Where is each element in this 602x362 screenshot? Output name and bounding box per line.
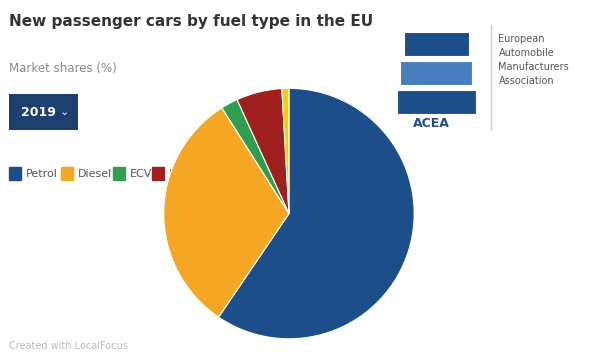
FancyBboxPatch shape	[397, 90, 476, 114]
Text: 2019: 2019	[20, 106, 55, 119]
Wedge shape	[282, 88, 289, 214]
Wedge shape	[222, 100, 289, 214]
Text: ACEA: ACEA	[414, 117, 450, 130]
Text: ECV: ECV	[129, 169, 152, 179]
Text: Created with LocalFocus: Created with LocalFocus	[9, 341, 128, 351]
Text: European
Automobile
Manufacturers
Association: European Automobile Manufacturers Associ…	[498, 34, 569, 87]
Bar	[113, 167, 125, 180]
Text: HEV: HEV	[169, 169, 191, 179]
Bar	[152, 167, 164, 180]
FancyBboxPatch shape	[403, 33, 470, 56]
Wedge shape	[219, 88, 414, 339]
Text: Diesel: Diesel	[78, 169, 112, 179]
Text: Market shares (%): Market shares (%)	[9, 62, 117, 75]
Wedge shape	[164, 108, 289, 317]
Bar	[191, 167, 203, 180]
FancyBboxPatch shape	[9, 94, 78, 130]
Text: Petrol: Petrol	[26, 169, 58, 179]
Bar	[61, 167, 73, 180]
Text: ⌄: ⌄	[60, 107, 69, 117]
FancyBboxPatch shape	[400, 61, 473, 85]
Text: APV other than electric: APV other than electric	[208, 169, 337, 179]
Wedge shape	[237, 89, 289, 214]
Bar	[9, 167, 21, 180]
Text: New passenger cars by fuel type in the EU: New passenger cars by fuel type in the E…	[9, 14, 373, 29]
